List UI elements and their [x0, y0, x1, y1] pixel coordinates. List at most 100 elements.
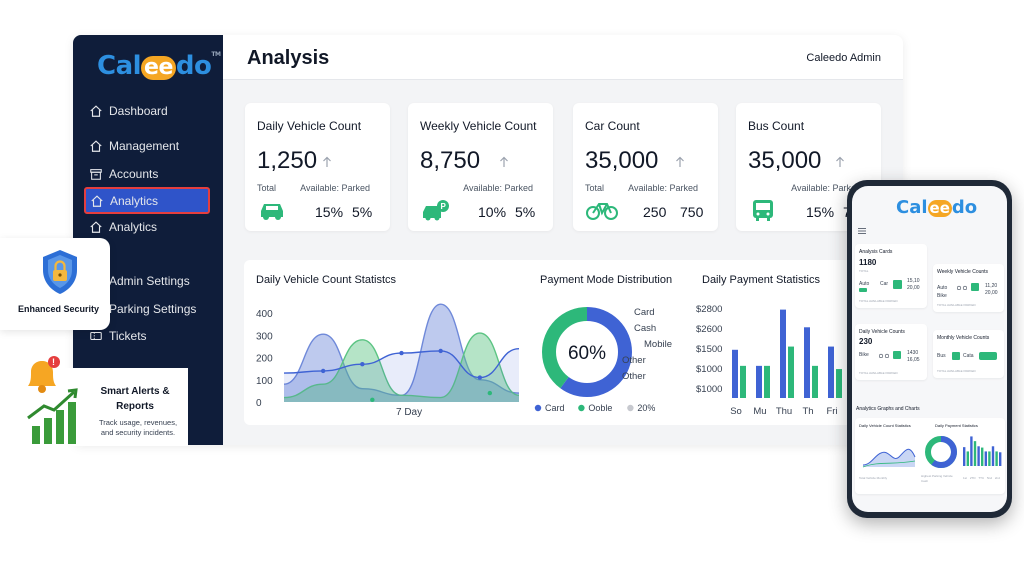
phone-brand-logo[interactable]: Cal ee do — [896, 197, 977, 218]
mini-bar — [970, 436, 973, 466]
bar[interactable] — [764, 365, 770, 398]
bar[interactable] — [804, 327, 810, 398]
phone-mini-bar-title: Daily Payment Statistics — [935, 423, 978, 428]
logo-text-highlight: ee — [141, 56, 176, 80]
bus-icon — [753, 200, 773, 221]
phone-card-title: Daily Vehicle Counts — [859, 329, 905, 335]
phone-daily-counts[interactable]: Daily Vehicle Counts 230 Bike 1430 16,05… — [855, 324, 927, 380]
data-point[interactable] — [477, 375, 483, 380]
card-value: 35,000 — [748, 147, 822, 174]
sidebar-item-label: Parking Settings — [109, 302, 197, 316]
y-tick-label: $1000 — [696, 364, 722, 375]
car-icon — [893, 351, 901, 359]
series-line[interactable] — [283, 332, 520, 399]
phone-mini-bar-labels: 1st 2TD TTC 5nd 2nd — [963, 476, 1000, 480]
y-tick-label: $1000 — [696, 384, 722, 395]
phone-card-title: Monthly Vehicle Counts — [937, 335, 990, 341]
hamburger-icon[interactable] — [858, 228, 866, 234]
bar[interactable] — [836, 369, 842, 398]
dashboard-window: Cal ee doTM Dashboard Management Accounts … — [73, 35, 903, 445]
y-tick-label: 200 — [256, 354, 273, 365]
phone-analysis-cards[interactable]: Analysis Cards 1180 TOTAL Auto Car 15,10… — [855, 244, 927, 308]
bar[interactable] — [756, 365, 762, 398]
series-line[interactable] — [283, 303, 520, 397]
phone-row-label: Auto — [859, 281, 870, 287]
legend-label: Ooble — [588, 403, 612, 413]
pie-slice[interactable] — [542, 307, 632, 397]
bar[interactable] — [812, 365, 818, 398]
data-point[interactable] — [399, 350, 404, 356]
line-chart-title: Daily Vehicle Count Statistcs — [256, 274, 397, 286]
user-name[interactable]: Caleedo Admin — [806, 52, 881, 64]
phone-row-label: Cata — [963, 353, 974, 359]
sidebar-item-analytics-active[interactable]: Analytics — [84, 187, 210, 214]
data-point[interactable] — [360, 362, 365, 367]
phone-mini-line-title: Daily Vehicle Count Statistics — [859, 423, 911, 428]
home-icon — [90, 140, 102, 152]
phone-row-label: Bus — [937, 353, 946, 359]
home-icon — [90, 105, 102, 117]
phone-bar-label: 1st — [963, 476, 968, 480]
x-tick-label: Th — [802, 406, 813, 417]
card-value: 1,250 — [257, 147, 318, 174]
bar[interactable] — [732, 349, 738, 398]
phone-graphs-card[interactable]: Daily Vehicle Count Statistics Daily Pay… — [855, 418, 1005, 494]
bar[interactable] — [740, 365, 746, 398]
phone-row-label: Auto — [937, 285, 948, 291]
series-area — [284, 333, 519, 402]
phone-card-value: 1180 — [859, 258, 877, 267]
phone-weekly-counts[interactable]: Weekly Vehicle Counts Auto Bike 11,20 20… — [933, 264, 1004, 312]
phone-card-number: 16,05 — [907, 357, 920, 363]
phone-mini-legend: Cash — [921, 479, 929, 483]
sidebar-item-analytics[interactable]: Analytics — [85, 214, 209, 240]
sidebar-item-dashboard[interactable]: Dashboard — [85, 98, 209, 124]
data-point[interactable] — [438, 348, 443, 354]
bell-icon: ! — [28, 356, 60, 393]
phone-card-sub: TOTAL — [859, 269, 869, 273]
mini-bar — [981, 447, 984, 466]
phone-card-title: Weekly Vehicle Counts — [937, 269, 989, 275]
data-point[interactable] — [370, 397, 375, 402]
sidebar-item-management[interactable]: Management — [85, 133, 209, 159]
stat-card-daily-vehicle-count[interactable]: Daily Vehicle Count 1,250 Total Availabl… — [245, 103, 390, 231]
card-secondary-value: 5% — [515, 204, 536, 220]
stat-card-car-count[interactable]: Car Count 35,000 Total Available: Parked… — [573, 103, 718, 231]
phone-mini-bar-chart — [963, 436, 1002, 466]
payment-mode-donut-chart[interactable]: 60% Card Cash Mobile Other Other Card Ooble 20% — [529, 290, 689, 420]
phone-card-footer: TOTAL AVAILABLE PARKED — [937, 303, 976, 307]
sidebar-item-accounts[interactable]: Accounts — [85, 161, 209, 187]
phone-mockup: Cal ee do Analysis Cards 1180 TOTAL Auto C… — [847, 180, 1012, 518]
data-point[interactable] — [320, 368, 326, 374]
mini-bar — [963, 447, 966, 466]
sidebar-item-label: Analytics — [109, 220, 158, 234]
daily-payment-bar-chart[interactable]: $2800 $2600 $1500 $1000 $1000 So Mu Thu Th Fri — [694, 290, 889, 420]
data-point[interactable] — [487, 390, 493, 396]
car-icon — [859, 288, 867, 292]
smart-alerts-callout: ! Smart Alerts & Reports Track usage, re… — [18, 356, 188, 446]
card-available-label: Available: Parked — [791, 183, 861, 193]
phone-monthly-counts[interactable]: Monthly Vehicle Counts Bus Cata TOTAL AV… — [933, 330, 1004, 378]
daily-vehicle-area-chart[interactable]: 400 300 200 100 0 7 Day — [244, 290, 529, 420]
phone-card-footer: TOTAL AVAILABLE PARKED — [859, 371, 898, 375]
phone-card-footer: TOTAL AVAILABLE PARKED — [859, 299, 898, 303]
bar[interactable] — [788, 346, 794, 398]
sidebar-item-label: Analytics — [110, 193, 159, 208]
card-primary-value: 15% — [806, 204, 835, 220]
sidebar-item-tickets[interactable]: Tickets — [85, 323, 209, 349]
mini-bar — [991, 446, 995, 466]
main-content: Analysis Caleedo Admin Daily Vehicle Cou… — [223, 35, 903, 445]
logo-text-end: do — [175, 51, 212, 81]
stat-card-weekly-vehicle-count[interactable]: Weekly Vehicle Count 8,750 Available: Pa… — [408, 103, 553, 231]
brand-logo[interactable]: Cal ee doTM — [97, 51, 221, 81]
card-secondary-value: 5% — [352, 204, 373, 220]
bar[interactable] — [828, 346, 834, 398]
card-primary-value: 10% — [478, 204, 507, 220]
home-icon — [90, 221, 102, 233]
bar[interactable] — [780, 309, 786, 398]
phone-row-label: Bike — [859, 352, 869, 358]
phone-card-value: 230 — [859, 337, 873, 346]
y-tick-label: $2800 — [696, 304, 722, 315]
mini-bar — [966, 451, 969, 466]
phone-screen: Cal ee do Analysis Cards 1180 TOTAL Auto C… — [852, 186, 1007, 512]
car-icon — [893, 280, 902, 289]
